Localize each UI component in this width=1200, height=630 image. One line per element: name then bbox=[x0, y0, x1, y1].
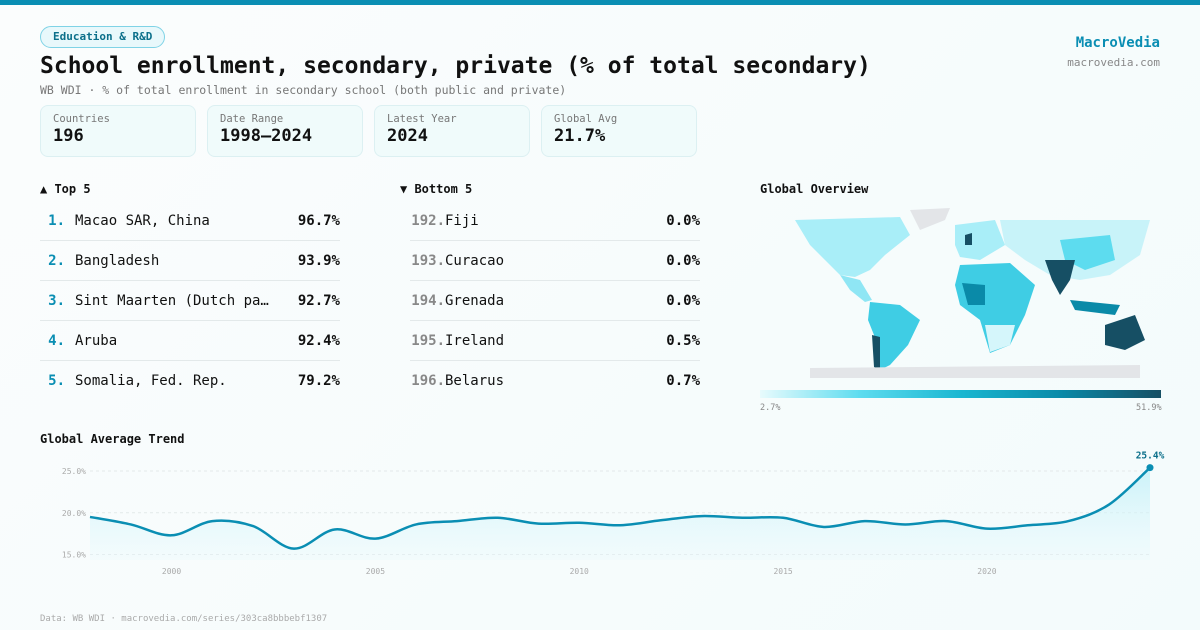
rank: 4. bbox=[48, 332, 65, 349]
rank: 194. bbox=[411, 292, 445, 309]
north-america bbox=[795, 217, 910, 277]
list-item[interactable]: 3. Sint Maarten (Dutch pa… 92.7% bbox=[40, 281, 340, 321]
stat-date-range: Date Range 1998–2024 bbox=[207, 105, 363, 157]
list-item[interactable]: 193. Curacao 0.0% bbox=[410, 241, 700, 281]
south-america bbox=[868, 302, 920, 370]
rank: 196. bbox=[411, 373, 445, 389]
page-subtitle: WB WDI · % of total enrollment in second… bbox=[40, 83, 567, 97]
x-tick-label: 2005 bbox=[366, 567, 385, 576]
country-name: Ireland bbox=[445, 332, 505, 349]
list-item[interactable]: 5. Somalia, Fed. Rep. 79.2% bbox=[40, 361, 340, 401]
y-tick-label: 15.0% bbox=[62, 551, 86, 560]
country-name: Somalia, Fed. Rep. bbox=[75, 373, 227, 389]
stat-label: Global Avg bbox=[554, 113, 618, 125]
stat-value: 21.7% bbox=[554, 126, 606, 146]
stat-value: 1998–2024 bbox=[220, 126, 313, 146]
value: 0.0% bbox=[666, 212, 700, 229]
stat-value: 2024 bbox=[387, 126, 428, 146]
value: 0.0% bbox=[666, 292, 700, 309]
legend-max: 51.9% bbox=[1136, 403, 1162, 413]
stat-label: Latest Year bbox=[387, 113, 457, 125]
southern-africa bbox=[985, 325, 1015, 352]
brand-logo[interactable]: MacroVedia bbox=[1075, 35, 1160, 51]
top5-title: ▲ Top 5 bbox=[40, 182, 91, 196]
australia bbox=[1105, 315, 1145, 350]
value: 93.9% bbox=[297, 252, 340, 269]
y-tick-label: 25.0% bbox=[62, 467, 86, 476]
footer-source: Data: WB WDI · macrovedia.com/series/303… bbox=[40, 614, 328, 624]
brand-url[interactable]: macrovedia.com bbox=[1067, 56, 1160, 69]
rank: 193. bbox=[411, 252, 445, 269]
stat-latest-year: Latest Year 2024 bbox=[374, 105, 530, 157]
stat-value: 196 bbox=[53, 126, 84, 146]
greenland bbox=[910, 208, 950, 230]
last-value-label: 25.4% bbox=[1136, 451, 1165, 462]
country-name: Curacao bbox=[445, 252, 505, 269]
stat-global-avg: Global Avg 21.7% bbox=[541, 105, 697, 157]
world-map[interactable] bbox=[780, 205, 1160, 380]
value: 0.5% bbox=[666, 332, 700, 349]
page-title: School enrollment, secondary, private (%… bbox=[40, 53, 871, 79]
top5-list: 1. Macao SAR, China 96.7% 2. Bangladesh 93.9… bbox=[40, 201, 340, 401]
x-tick-label: 2015 bbox=[773, 567, 792, 576]
rank: 5. bbox=[48, 373, 65, 389]
top-accent-bar bbox=[0, 0, 1200, 5]
rank: 1. bbox=[48, 212, 65, 229]
country-name: Fiji bbox=[445, 212, 479, 229]
y-tick-label: 20.0% bbox=[62, 509, 86, 518]
value: 0.0% bbox=[666, 252, 700, 269]
trend-area bbox=[90, 467, 1150, 560]
country-name: Bangladesh bbox=[75, 252, 160, 269]
bottom5-list: 192. Fiji 0.0% 193. Curacao 0.0% 194. Grenada… bbox=[410, 201, 700, 401]
bottom5-title: ▼ Bottom 5 bbox=[400, 182, 473, 196]
india bbox=[1045, 260, 1075, 295]
value: 92.4% bbox=[297, 332, 340, 349]
x-tick-label: 2000 bbox=[162, 567, 181, 576]
list-item[interactable]: 192. Fiji 0.0% bbox=[410, 201, 700, 241]
x-tick-label: 2020 bbox=[977, 567, 996, 576]
europe bbox=[955, 220, 1005, 260]
map-title: Global Overview bbox=[760, 182, 869, 196]
country-name: Belarus bbox=[445, 373, 505, 389]
list-item[interactable]: 196. Belarus 0.7% bbox=[410, 361, 700, 401]
stat-label: Date Range bbox=[220, 113, 284, 125]
country-name: Grenada bbox=[445, 292, 505, 309]
chile bbox=[872, 335, 880, 370]
rank: 3. bbox=[48, 292, 65, 309]
legend-min: 2.7% bbox=[760, 403, 781, 413]
rank: 2. bbox=[48, 252, 65, 269]
stat-label: Countries bbox=[53, 113, 110, 125]
country-name: Macao SAR, China bbox=[75, 212, 210, 229]
indonesia bbox=[1070, 300, 1120, 315]
trend-line bbox=[89, 466, 1151, 550]
country-name: Sint Maarten (Dutch pa… bbox=[75, 292, 269, 309]
west-africa bbox=[962, 283, 985, 305]
central-america bbox=[840, 275, 872, 302]
trend-title: Global Average Trend bbox=[40, 432, 185, 446]
stat-countries: Countries 196 bbox=[40, 105, 196, 157]
trend-chart[interactable]: 15.0% 20.0% 25.0% 2000 2005 2010 2015 2020 25.4% bbox=[0, 440, 1200, 590]
list-item[interactable]: 2. Bangladesh 93.9% bbox=[40, 241, 340, 281]
uk bbox=[965, 233, 972, 245]
value: 96.7% bbox=[297, 212, 340, 229]
list-item[interactable]: 194. Grenada 0.0% bbox=[410, 281, 700, 321]
list-item[interactable]: 1. Macao SAR, China 96.7% bbox=[40, 201, 340, 241]
list-item[interactable]: 195. Ireland 0.5% bbox=[410, 321, 700, 361]
last-point-marker bbox=[1146, 464, 1154, 472]
value: 92.7% bbox=[297, 292, 340, 309]
value: 79.2% bbox=[297, 373, 340, 389]
rank: 195. bbox=[411, 332, 445, 349]
category-tag[interactable]: Education & R&D bbox=[40, 26, 166, 48]
rank: 192. bbox=[411, 212, 445, 229]
list-item[interactable]: 4. Aruba 92.4% bbox=[40, 321, 340, 361]
antarctica bbox=[810, 365, 1140, 378]
value: 0.7% bbox=[666, 373, 700, 389]
country-name: Aruba bbox=[75, 332, 118, 349]
color-legend-bar bbox=[760, 390, 1161, 398]
x-tick-label: 2010 bbox=[570, 567, 589, 576]
